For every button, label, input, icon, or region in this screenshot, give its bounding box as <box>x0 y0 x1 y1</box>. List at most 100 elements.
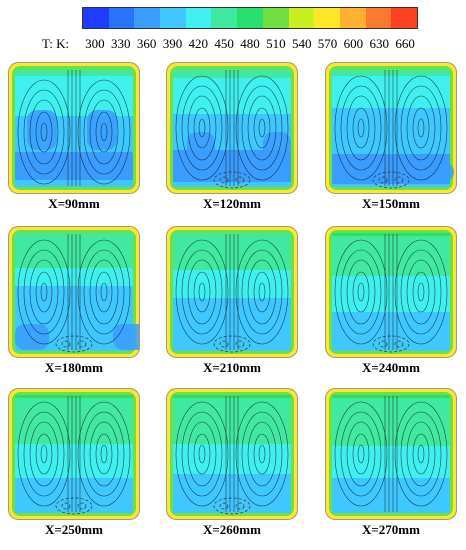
temperature-band <box>15 398 133 444</box>
panel-caption: X=250mm <box>45 522 103 537</box>
cold-region <box>342 162 372 182</box>
vortex-streamline <box>187 95 217 161</box>
bottom-vortex-left <box>219 176 229 184</box>
bottom-vortex-left <box>219 502 229 510</box>
legend-swatch <box>237 8 263 28</box>
vortex-streamline <box>100 444 108 464</box>
vortex-streamline <box>346 259 376 325</box>
streamlines <box>334 69 448 186</box>
vortex-streamline <box>89 259 119 325</box>
vortex-streamline <box>100 282 108 302</box>
vortex-streamline <box>95 271 113 313</box>
temperature-band <box>173 298 291 351</box>
legend-tick-label: 390 <box>162 36 183 51</box>
temperature-band <box>332 108 450 154</box>
vortex-streamline <box>400 249 442 335</box>
vortex-streamline <box>40 122 48 142</box>
contour-panel: X=180mm <box>8 226 140 376</box>
legend-swatch <box>83 8 109 28</box>
panel-caption: X=240mm <box>362 360 420 375</box>
cold-region <box>187 132 215 176</box>
vortex-streamline <box>258 282 266 302</box>
legend-swatch <box>108 8 135 28</box>
vortex-streamline <box>412 271 430 313</box>
vortex-streamline <box>247 421 277 487</box>
contour-panel: X=260mm <box>166 388 298 538</box>
vortex-streamline <box>77 79 131 185</box>
vortex-streamline <box>29 259 59 325</box>
temperature-contour-plot <box>8 388 140 520</box>
bottom-vortex-right <box>235 340 245 348</box>
bottom-vortex-markers <box>55 497 93 515</box>
vortex-streamline <box>253 433 271 475</box>
vortex-streamline <box>400 411 442 497</box>
vortex-streamline <box>175 75 229 181</box>
vortex-streamline <box>400 85 442 171</box>
vortex-streamline <box>241 249 283 335</box>
temperature-band <box>15 395 133 398</box>
bottom-vortex-left <box>378 340 388 348</box>
legend-tick-label: 600 <box>343 36 364 51</box>
legend-tick-label: 510 <box>266 36 286 51</box>
bottom-vortex-right <box>77 340 87 348</box>
legend-swatch <box>185 8 212 28</box>
bottom-vortex-right <box>394 340 404 348</box>
bottom-vortex-left <box>219 340 229 348</box>
streamlines <box>175 396 289 512</box>
panel-border <box>166 388 298 520</box>
bottom-vortex-outline <box>55 497 93 515</box>
vortex-streamline <box>352 271 370 313</box>
bottom-vortex-right <box>394 176 404 184</box>
vortex-streamline <box>83 89 125 175</box>
vortex-streamline <box>346 421 376 487</box>
panel-border <box>8 62 140 194</box>
temperature-legend: T: K: 300 330 360 390 420 450 480 510 540 570 600 6… <box>0 0 466 56</box>
legend-tick-label: 300 <box>85 36 105 51</box>
panel-border <box>325 226 457 358</box>
bottom-vortex-markers <box>213 335 251 353</box>
vortex-streamline <box>100 122 108 142</box>
vortex-streamline <box>253 107 271 149</box>
vortex-streamline <box>23 411 65 497</box>
vortex-streamline <box>340 411 382 497</box>
bottom-vortex-outline <box>213 171 251 189</box>
vortex-streamline <box>35 111 53 153</box>
contour-panel: X=150mm <box>325 62 457 212</box>
vortex-streamline <box>352 107 370 149</box>
legend-title: T: K: <box>42 36 70 51</box>
vortex-streamline <box>241 85 283 171</box>
vortex-streamline <box>334 75 388 181</box>
vortex-streamline <box>198 444 206 464</box>
vortex-streamline <box>334 401 388 507</box>
vortex-streamline <box>417 444 425 464</box>
panel-caption: X=120mm <box>203 196 261 211</box>
vortex-streamline <box>258 118 266 138</box>
inner-bands <box>173 395 291 513</box>
bottom-vortex-markers <box>213 171 251 189</box>
contour-panel-grid: X=90mm X=120mm X=150mm X=180mm X=210mm X=240m… <box>0 56 466 550</box>
vortex-streamline <box>40 444 48 464</box>
panel-caption: X=260mm <box>203 522 261 537</box>
vortex-streamline <box>29 421 59 487</box>
vortex-streamline <box>394 401 448 507</box>
contour-fill <box>325 62 457 194</box>
legend-swatch <box>288 8 315 28</box>
cold-region <box>263 132 291 176</box>
contour-panel: X=240mm <box>325 226 457 376</box>
contour-fill <box>166 62 298 194</box>
vortex-streamline <box>247 95 277 161</box>
legend-tick-label: 330 <box>111 36 131 51</box>
temperature-band <box>173 395 291 398</box>
streamlines <box>175 69 289 186</box>
temperature-band <box>173 270 291 298</box>
temperature-band <box>332 446 450 478</box>
contour-fill <box>8 226 140 358</box>
vortex-streamline <box>198 118 206 138</box>
vortex-streamline <box>181 411 223 497</box>
vortex-streamline <box>17 401 71 507</box>
contour-panel: X=270mm <box>325 388 457 538</box>
legend-tick-labels: 300 330 360 390 420 450 480 510 540 570 600 630 660 <box>82 36 418 52</box>
panel-caption: X=270mm <box>362 522 420 537</box>
vortex-streamline <box>17 239 71 345</box>
bottom-vortex-left <box>61 340 71 348</box>
